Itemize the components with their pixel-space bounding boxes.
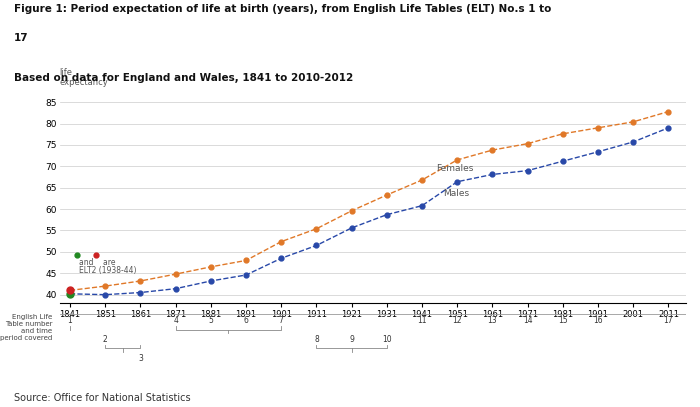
Text: 5: 5 bbox=[209, 316, 214, 325]
Text: 7: 7 bbox=[279, 316, 284, 325]
Text: 6: 6 bbox=[244, 316, 248, 325]
Text: Males: Males bbox=[443, 189, 469, 198]
Text: Females: Females bbox=[436, 164, 473, 173]
Text: 13: 13 bbox=[488, 316, 497, 325]
Text: 8: 8 bbox=[314, 335, 318, 344]
Text: Based on data for England and Wales, 1841 to 2010-2012: Based on data for England and Wales, 184… bbox=[14, 73, 354, 83]
Text: life
expectancy: life expectancy bbox=[60, 68, 108, 87]
Text: English Life
Table number
and time
period covered: English Life Table number and time perio… bbox=[0, 314, 52, 341]
Text: Figure 1: Period expectation of life at birth (years), from English Life Tables : Figure 1: Period expectation of life at … bbox=[14, 4, 552, 14]
Text: 14: 14 bbox=[523, 316, 533, 325]
Text: ELT2 (1938-44): ELT2 (1938-44) bbox=[79, 266, 136, 275]
Text: 9: 9 bbox=[349, 335, 354, 344]
Text: 2: 2 bbox=[103, 335, 108, 344]
Text: Source: Office for National Statistics: Source: Office for National Statistics bbox=[14, 393, 190, 403]
Text: 15: 15 bbox=[558, 316, 568, 325]
Text: 11: 11 bbox=[417, 316, 427, 325]
Text: 1: 1 bbox=[68, 316, 72, 325]
Text: 10: 10 bbox=[382, 335, 391, 344]
Text: 4: 4 bbox=[173, 316, 178, 325]
Text: 3: 3 bbox=[138, 354, 143, 363]
Text: 12: 12 bbox=[452, 316, 462, 325]
Text: 17: 17 bbox=[664, 316, 673, 325]
Text: and    are: and are bbox=[79, 258, 116, 267]
Text: 16: 16 bbox=[593, 316, 603, 325]
Text: 17: 17 bbox=[14, 33, 29, 43]
